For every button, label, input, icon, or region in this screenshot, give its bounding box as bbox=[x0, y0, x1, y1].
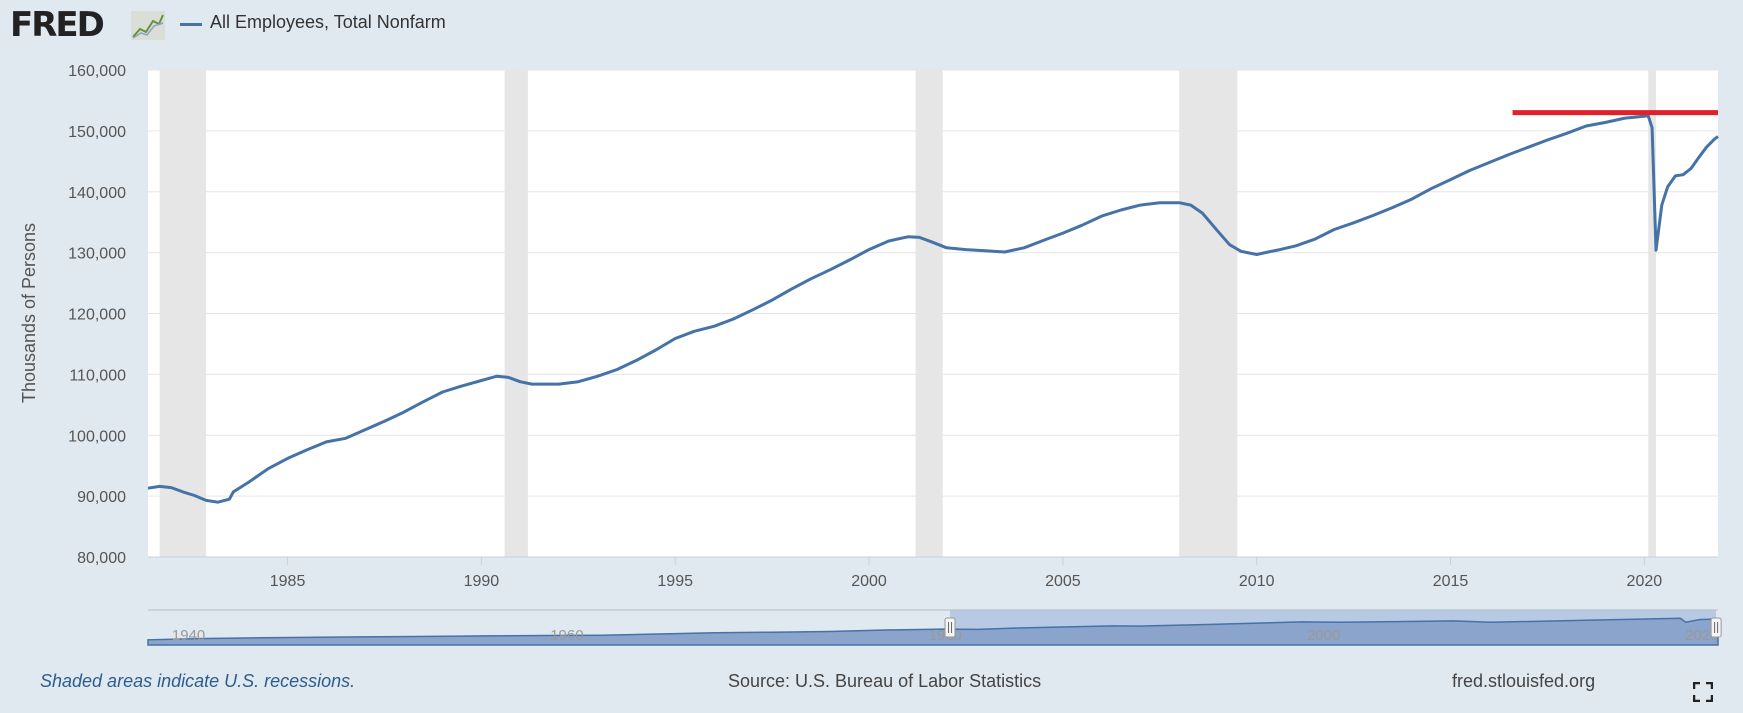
fred-logo[interactable]: FRED bbox=[10, 5, 105, 45]
x-tick-label: 2005 bbox=[1045, 573, 1081, 590]
y-tick-label: 90,000 bbox=[77, 489, 126, 506]
line-chart-icon bbox=[131, 11, 165, 40]
source-text: Source: U.S. Bureau of Labor Statistics bbox=[728, 671, 1042, 691]
y-tick-label: 160,000 bbox=[68, 63, 126, 80]
y-tick-label: 120,000 bbox=[68, 307, 126, 324]
x-tick-label: 2010 bbox=[1239, 573, 1275, 590]
navigator-series-area bbox=[147, 617, 1719, 646]
series-layer bbox=[147, 114, 1719, 504]
x-tick-label: 2020 bbox=[1627, 573, 1663, 590]
y-tick-label: 100,000 bbox=[68, 428, 126, 445]
x-tick-label: 1995 bbox=[657, 573, 693, 590]
navigator-label: 2000 bbox=[1307, 627, 1340, 644]
drag-handle-icon[interactable] bbox=[944, 617, 956, 638]
site-link[interactable]: fred.stlouisfed.org bbox=[1452, 671, 1596, 691]
legend-series-label[interactable]: All Employees, Total Nonfarm bbox=[210, 12, 446, 32]
x-axis-ticks: 1985 1990 1995 2000 2005 2010 2015 2020 bbox=[270, 557, 1662, 590]
range-navigator[interactable]: 19401960198020002020 bbox=[147, 609, 1722, 646]
chart-header: FRED All Employees, Total Nonfarm bbox=[0, 0, 1743, 50]
fullscreen-icon[interactable] bbox=[1693, 682, 1713, 702]
navigator-label: 1960 bbox=[550, 627, 583, 644]
y-tick-label: 150,000 bbox=[68, 124, 126, 141]
x-tick-label: 2015 bbox=[1433, 573, 1469, 590]
y-axis-ticks: 80,000 90,000 100,000 110,000 120,000 130,000… bbox=[68, 63, 126, 567]
y-tick-label: 110,000 bbox=[69, 367, 126, 384]
y-axis-label: Thousands of Persons bbox=[19, 223, 39, 403]
legend-swatch bbox=[180, 23, 202, 26]
x-tick-label: 1985 bbox=[270, 573, 306, 590]
y-tick-label: 140,000 bbox=[68, 185, 126, 202]
navigator-label: 2020 bbox=[1685, 627, 1718, 644]
x-tick-label: 2000 bbox=[851, 573, 887, 590]
recession-note: Shaded areas indicate U.S. recessions. bbox=[40, 671, 356, 691]
drag-handle-icon[interactable] bbox=[1710, 617, 1722, 638]
navigator-label: 1940 bbox=[172, 627, 205, 644]
y-tick-label: 80,000 bbox=[77, 550, 126, 567]
grid-lines bbox=[148, 69, 1718, 558]
x-tick-label: 1990 bbox=[464, 573, 500, 590]
series-line-total-nonfarm bbox=[147, 114, 1719, 504]
y-tick-label: 130,000 bbox=[68, 246, 126, 263]
